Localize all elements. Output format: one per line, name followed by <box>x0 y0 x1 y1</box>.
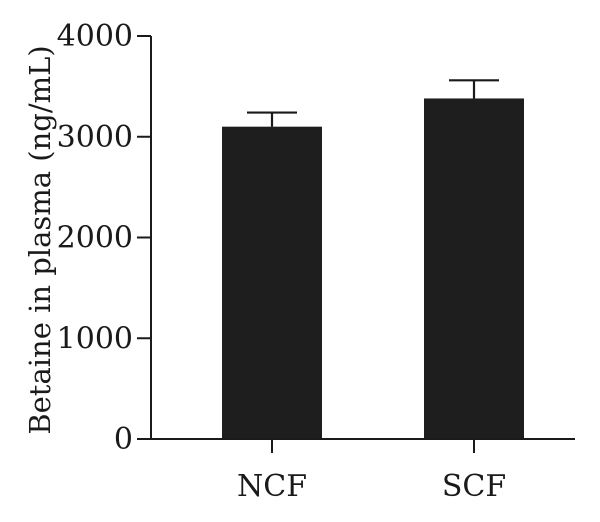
x-tick-label-scf: SCF <box>442 469 506 504</box>
bar-scf <box>424 98 524 439</box>
y-axis-title: Betaine in plasma (ng/mL) <box>23 45 57 434</box>
x-tick-label-ncf: NCF <box>237 469 307 504</box>
plot-area: 0 1000 2000 3000 4000 NCF SCF <box>57 19 575 504</box>
y-tick-label: 2000 <box>57 221 133 256</box>
y-tick-label: 1000 <box>57 321 133 356</box>
bar-ncf <box>222 126 322 440</box>
y-tick-label: 3000 <box>57 120 133 155</box>
y-tick-label: 0 <box>114 422 133 457</box>
y-tick-label: 4000 <box>57 19 133 54</box>
